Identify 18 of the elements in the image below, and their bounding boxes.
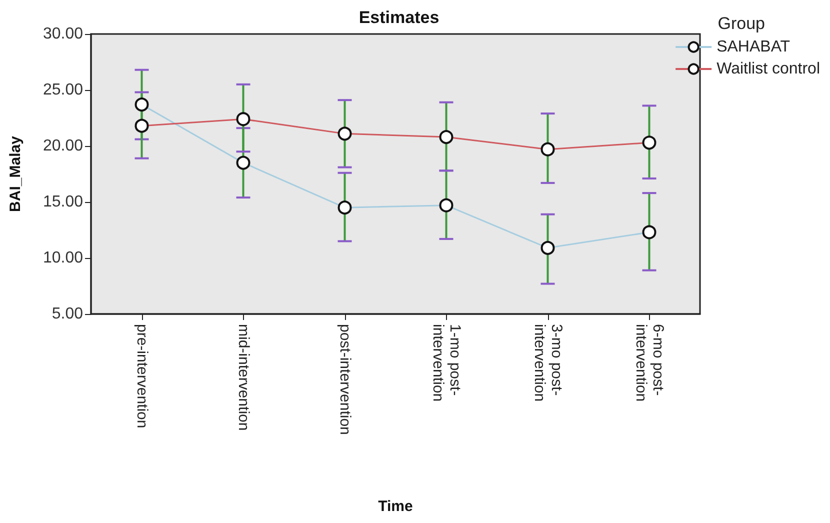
y-axis-title: BAI_Malay	[7, 135, 24, 212]
x-tick-label: post-intervention	[336, 324, 354, 435]
x-tick-label: pre-intervention	[133, 324, 150, 428]
legend-title: Group	[718, 14, 765, 33]
y-tick-label: 25.00	[42, 82, 84, 98]
legend-label: SAHABAT	[716, 38, 790, 56]
x-tick-label: mid-intervention	[234, 324, 252, 431]
y-tick-label: 15.00	[42, 194, 84, 210]
y-tick-label: 20.00	[42, 138, 84, 154]
x-tick-label: 3-mo post- intervention	[530, 324, 565, 402]
x-axis-title: Time	[378, 498, 413, 515]
x-tick-label: 1-mo post- intervention	[429, 324, 464, 402]
y-tick-label: 5.00	[52, 306, 84, 322]
y-tick-label: 10.00	[42, 250, 84, 266]
legend-label: Waitlist control	[716, 60, 820, 78]
x-tick-label: 6-mo post- intervention	[632, 324, 666, 402]
chart-title: Estimates	[358, 8, 440, 27]
y-tick-label: 30.00	[42, 26, 84, 42]
